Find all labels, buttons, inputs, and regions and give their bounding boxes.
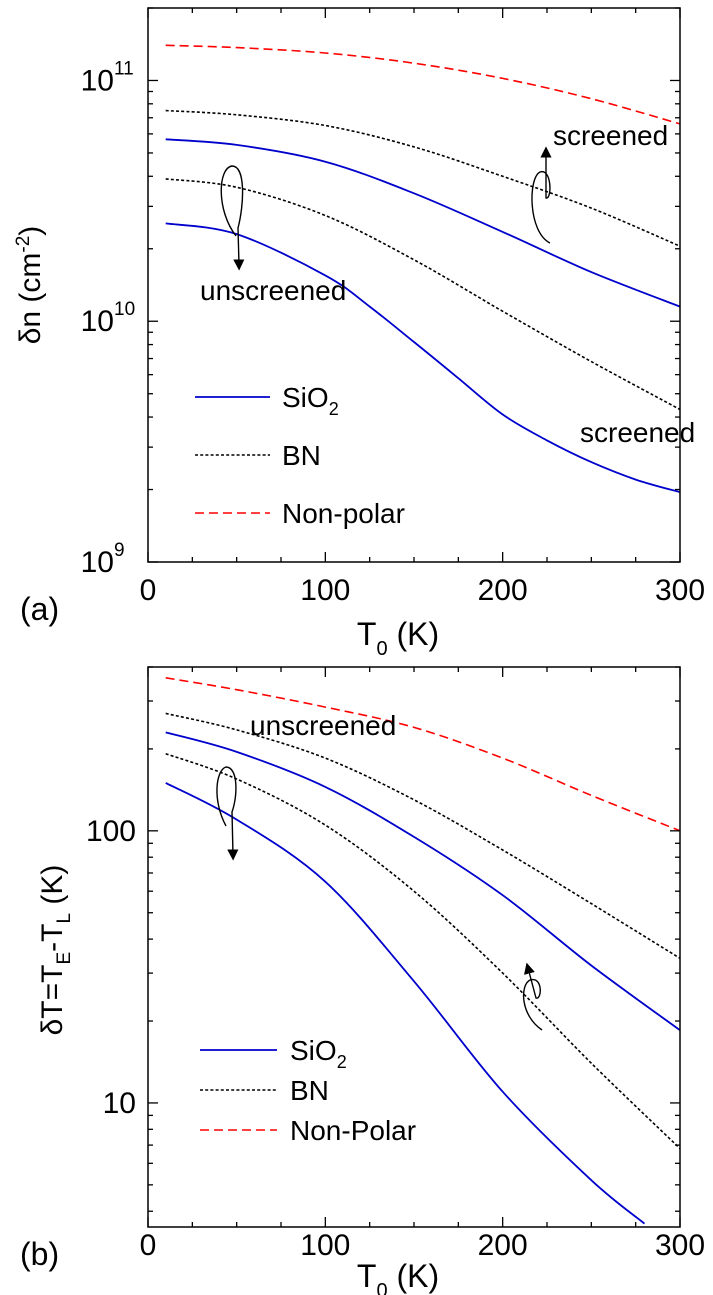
series-line-sio2_unscreened [165,782,646,1225]
y-tick-label-exponent: 10 [114,299,135,320]
annotation-screened: screened [553,120,668,151]
series-line-nonpolar [165,677,681,832]
arrow-unscreened-b [216,766,239,861]
series-line-bn_unscreened [165,752,681,1150]
series-line-bn_screened [165,109,681,247]
arrow-screened-b [522,962,543,1031]
x-tick-label: 300 [655,574,705,607]
legend-label: Non-polar [282,498,405,529]
annotation-unscreened: unscreened [250,710,396,741]
x-tick-label: 200 [478,574,528,607]
series-line-nonpolar [165,44,681,125]
y-tick-label: 10 [103,1087,136,1120]
arrow-screened-a [531,146,552,244]
panel-label: (b) [20,1236,59,1272]
arrow-unscreened-a [220,165,245,271]
y-tick-label-exponent: 9 [114,540,125,561]
x-tick-label: 200 [478,1229,528,1262]
legend-label: SiO2 [282,382,339,419]
y-tick-label: 10 [81,546,114,579]
y-axis-label: δT=TE-TL (K) [36,865,75,1036]
series-line-bn_unscreened [165,178,681,411]
annotation-unscreened: unscreened [200,275,346,306]
x-axis-label: T0 (K) [357,1258,439,1295]
series-line-sio2_screened [165,138,681,308]
series-line-bn_screened [165,712,681,959]
x-axis-label: T0 (K) [357,616,439,660]
legend-label: Non-Polar [290,1115,416,1146]
x-tick-label: 0 [140,574,157,607]
annotation-screened: screened [580,417,695,448]
panel-label: (a) [20,591,59,627]
x-tick-label: 100 [300,574,350,607]
series-line-sio2_screened [165,731,681,1031]
legend-label: SiO2 [290,1035,347,1072]
legend-label: BN [290,1075,329,1106]
y-tick-label: 10 [81,305,114,338]
x-tick-label: 100 [300,1229,350,1262]
x-tick-label: 300 [655,1229,705,1262]
y-tick-label: 100 [86,815,136,848]
x-tick-label: 0 [140,1229,157,1262]
y-tick-label-exponent: 11 [114,58,134,79]
y-tick-label: 10 [81,64,114,97]
legend-label: BN [282,440,321,471]
y-axis-label: δn (cm-2) [13,226,47,345]
series-line-sio2_unscreened [165,222,681,494]
